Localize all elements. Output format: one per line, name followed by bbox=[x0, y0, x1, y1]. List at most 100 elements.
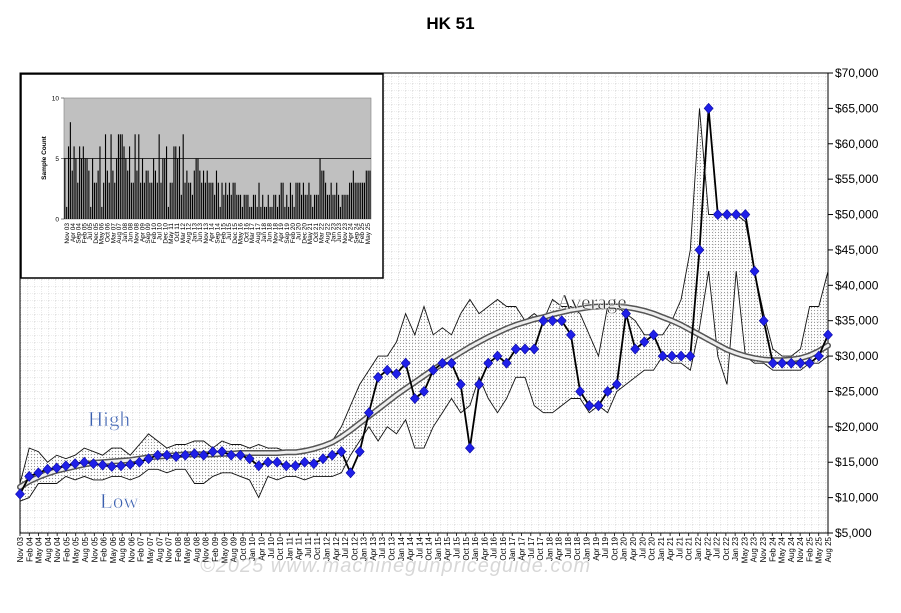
inset-bar bbox=[143, 182, 145, 219]
x-tick-label: Jul 12 bbox=[341, 536, 350, 558]
inset-bar bbox=[173, 146, 175, 219]
inset-bar bbox=[245, 194, 247, 219]
price-marker bbox=[33, 467, 44, 479]
x-tick-label: Jan 15 bbox=[434, 536, 443, 561]
x-tick-label: Apr 15 bbox=[443, 536, 452, 560]
inset-bar bbox=[88, 170, 90, 219]
chart-title: HK 51 bbox=[426, 14, 475, 33]
x-tick-label: Apr 12 bbox=[332, 536, 341, 560]
inset-bar bbox=[104, 134, 107, 219]
inset-bar bbox=[363, 182, 365, 219]
inset-bar bbox=[291, 194, 293, 219]
inset-x-tick-label: Apr 19 bbox=[278, 223, 285, 243]
inset-bar bbox=[328, 194, 330, 219]
inset-bar bbox=[141, 158, 144, 219]
inset-bar bbox=[289, 182, 292, 219]
x-tick-label: Jan 17 bbox=[508, 536, 517, 561]
x-tick-label: Apr 21 bbox=[666, 536, 675, 560]
y-tick-label: $10,000 bbox=[835, 491, 879, 505]
y-tick-label: $60,000 bbox=[835, 137, 879, 151]
inset-bar bbox=[97, 170, 99, 219]
x-tick-label: Jan 19 bbox=[583, 536, 592, 561]
x-tick-label: Oct 22 bbox=[722, 536, 731, 560]
inset-bar bbox=[302, 182, 304, 219]
inset-bar bbox=[306, 194, 308, 219]
x-tick-label: Nov 08 bbox=[202, 536, 211, 562]
inset-bar bbox=[64, 158, 66, 219]
inset-bar bbox=[341, 194, 343, 219]
price-marker bbox=[593, 400, 604, 412]
inset-bar bbox=[247, 194, 249, 219]
x-tick-label: Jul 10 bbox=[267, 536, 276, 558]
inset-bar bbox=[67, 146, 70, 219]
inset-bar bbox=[230, 194, 232, 219]
inset-bar bbox=[360, 182, 362, 219]
inset-bar bbox=[252, 194, 255, 219]
price-marker bbox=[51, 462, 62, 474]
y-tick-label: $35,000 bbox=[835, 314, 879, 328]
inset-x-tick-label: Aug 12 bbox=[186, 223, 193, 244]
inset-x-tick-label: Jun 23 bbox=[336, 223, 343, 243]
inset-bar bbox=[80, 158, 83, 219]
price-marker bbox=[685, 350, 696, 362]
price-marker bbox=[749, 265, 760, 277]
inset-x-tick-label: Aug 17 bbox=[255, 223, 262, 244]
inset-bar bbox=[165, 146, 168, 219]
price-marker bbox=[823, 329, 833, 341]
inset-x-tick-label: Apr 14 bbox=[209, 223, 216, 243]
inset-bar bbox=[151, 182, 153, 219]
inset-bar bbox=[177, 158, 179, 219]
inset-bar bbox=[136, 170, 138, 219]
inset-y-axis-label: Sample Count bbox=[41, 135, 48, 180]
inset-bar bbox=[186, 170, 188, 219]
inset-bar bbox=[215, 170, 218, 219]
x-tick-label: Nov 03 bbox=[16, 536, 25, 562]
inset-bar bbox=[317, 194, 319, 219]
inset-bar bbox=[190, 182, 192, 219]
inset-bar bbox=[154, 170, 157, 219]
inset-bar bbox=[119, 134, 121, 219]
price-marker bbox=[354, 446, 365, 458]
inset-bar bbox=[127, 170, 129, 219]
inset-bar bbox=[315, 194, 317, 219]
y-tick-label: $25,000 bbox=[835, 384, 879, 398]
inset-bar bbox=[332, 194, 334, 219]
x-tick-label: Jan 12 bbox=[322, 536, 331, 561]
inset-x-tick-label: Sep 04 bbox=[76, 223, 83, 244]
inset-bar bbox=[275, 194, 277, 219]
inset-bar bbox=[347, 194, 349, 219]
price-marker bbox=[391, 368, 402, 380]
inset-bar bbox=[339, 206, 341, 219]
price-marker bbox=[630, 343, 641, 355]
price-marker bbox=[786, 357, 797, 369]
annotation-high: High bbox=[88, 407, 131, 431]
inset-bar bbox=[354, 182, 356, 219]
inset-bar bbox=[73, 146, 75, 219]
inset-bar bbox=[117, 134, 120, 219]
inset-bar bbox=[258, 182, 260, 219]
inset-bar bbox=[234, 182, 236, 219]
x-tick-label: Apr 16 bbox=[480, 536, 489, 560]
inset-x-tick-label: May 21 bbox=[307, 223, 314, 245]
inset-x-tick-label: Jul 20 bbox=[296, 223, 303, 241]
inset-bar bbox=[228, 182, 230, 219]
x-tick-label: Nov 23 bbox=[759, 536, 768, 562]
x-tick-label: May 07 bbox=[146, 536, 155, 563]
price-marker bbox=[575, 386, 585, 397]
x-tick-label: Jul 19 bbox=[601, 536, 610, 558]
inset-bar bbox=[293, 206, 295, 219]
inset-x-tick-label: Jan 13 bbox=[191, 223, 198, 243]
y-axis: $5,000 $10,000 $15,000 $20,000 $25,000 $30,00… bbox=[828, 66, 879, 540]
x-tick-label: Oct 10 bbox=[276, 536, 285, 560]
price-marker bbox=[795, 357, 806, 369]
x-tick-label: Aug 24 bbox=[787, 536, 796, 562]
price-marker bbox=[520, 343, 530, 355]
price-marker bbox=[235, 449, 246, 461]
inset-bar bbox=[95, 182, 97, 219]
price-marker bbox=[455, 378, 466, 390]
inset-bar bbox=[313, 194, 316, 219]
inset-x-tick-label: Mar 22 bbox=[319, 223, 326, 244]
x-tick-label: Oct 19 bbox=[610, 536, 619, 560]
inset-bar bbox=[184, 182, 186, 219]
inset-x-tick-label: Feb 20 bbox=[290, 223, 297, 244]
